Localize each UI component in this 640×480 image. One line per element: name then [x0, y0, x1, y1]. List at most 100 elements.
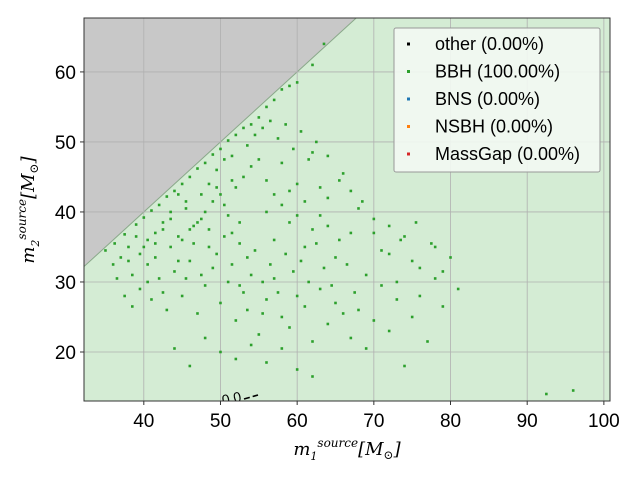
data-point: [177, 193, 180, 196]
data-point: [265, 105, 268, 109]
data-point: [330, 284, 333, 287]
data-point: [318, 214, 322, 217]
data-point: [545, 392, 548, 396]
data-point: [253, 249, 257, 252]
y-axis-label-sup: source: [15, 199, 29, 240]
data-point: [219, 193, 222, 196]
data-point: [249, 343, 253, 347]
data-point: [157, 203, 161, 207]
data-point: [127, 259, 130, 263]
data-point: [403, 235, 406, 238]
data-point: [150, 298, 153, 301]
data-point: [280, 161, 284, 165]
data-point: [387, 252, 391, 256]
data-point: [357, 207, 360, 210]
data-point: [165, 195, 169, 198]
x-tick-label: 60: [287, 411, 308, 432]
data-point: [311, 228, 314, 231]
data-point: [234, 133, 238, 137]
data-point: [326, 224, 330, 228]
legend-label: BNS (0.00%): [435, 89, 540, 109]
x-axis-label-unit-sub: ⊙: [384, 448, 394, 462]
data-point: [303, 305, 307, 308]
contour-label: 0.0: [220, 388, 243, 408]
y-tick-label: 30: [55, 273, 76, 294]
data-point: [272, 193, 276, 196]
data-point: [115, 277, 119, 280]
data-point: [315, 140, 318, 144]
data-point: [169, 210, 172, 214]
data-point: [326, 196, 330, 200]
data-point: [242, 126, 245, 130]
data-point: [200, 217, 203, 221]
data-point: [177, 235, 180, 238]
data-point: [295, 214, 299, 217]
data-point: [180, 182, 184, 186]
x-axis-label-unit: [M: [358, 439, 384, 460]
data-point: [292, 270, 295, 273]
x-axis-ticks: 40 50 60 70 80 90 100: [133, 401, 620, 432]
data-point: [215, 168, 218, 172]
data-point: [180, 238, 184, 242]
data-point: [134, 235, 138, 238]
contour-line: [243, 394, 259, 400]
data-point: [364, 347, 368, 350]
data-point: [157, 277, 161, 280]
x-tick-label: 40: [133, 411, 154, 432]
data-point: [338, 238, 341, 242]
y-axis-label-unit-sub: ⊙: [27, 163, 41, 173]
data-point: [338, 179, 341, 182]
data-point: [173, 189, 176, 193]
data-point: [456, 287, 460, 291]
data-point: [410, 315, 414, 319]
data-point: [169, 245, 172, 249]
data-point: [146, 263, 149, 266]
data-point: [169, 217, 172, 221]
data-point: [180, 294, 184, 298]
data-point: [449, 256, 452, 259]
data-point: [292, 147, 295, 151]
data-point: [253, 133, 257, 137]
data-point: [211, 266, 215, 270]
legend-marker: [407, 152, 410, 156]
data-point: [234, 357, 238, 361]
x-axis-label-sub: 1: [310, 450, 317, 463]
data-point: [131, 305, 134, 308]
data-point: [341, 172, 345, 175]
data-point: [395, 280, 399, 284]
data-point: [246, 256, 249, 259]
data-point: [123, 294, 126, 298]
data-point: [280, 347, 284, 350]
data-point: [200, 273, 203, 277]
data-point: [349, 189, 353, 193]
data-point: [238, 221, 241, 224]
y-tick-label: 60: [55, 63, 76, 84]
data-point: [269, 263, 272, 266]
data-point: [219, 350, 222, 354]
data-point: [131, 273, 134, 277]
data-point: [399, 238, 402, 242]
data-point: [249, 165, 253, 168]
data-point: [123, 233, 126, 236]
data-point: [142, 216, 146, 219]
data-point: [138, 287, 142, 291]
data-point: [223, 235, 226, 238]
data-point: [203, 210, 207, 214]
data-point: [249, 273, 253, 277]
data-point: [307, 280, 310, 284]
data-point: [207, 228, 211, 231]
data-point: [207, 182, 211, 186]
data-point: [184, 207, 188, 210]
data-point: [295, 182, 299, 186]
data-point: [441, 305, 445, 308]
data-point: [280, 88, 284, 91]
data-point: [219, 147, 222, 151]
legend-label: NSBH (0.00%): [435, 117, 553, 137]
data-point: [307, 158, 310, 161]
data-point: [326, 322, 330, 326]
legend: other (0.00%) BBH (100.00%) BNS (0.00%) NSB…: [393, 27, 601, 173]
data-point: [230, 231, 234, 235]
plot-frame: [83, 17, 611, 402]
data-point: [161, 228, 165, 231]
